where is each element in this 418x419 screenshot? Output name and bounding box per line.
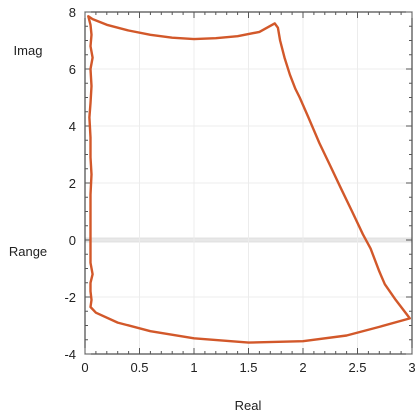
series-line (87, 15, 411, 344)
grid (84, 11, 413, 355)
y-tick-label: -4 (64, 347, 76, 362)
x-tick-label: 0 (81, 360, 88, 375)
tick-labels: 0 0.5 1 1.5 2 2.5 3 -4 -2 0 2 4 6 8 (64, 5, 415, 375)
y-tick-label: 8 (69, 5, 76, 20)
x-tick-label: 0.5 (130, 360, 148, 375)
y-tick-label: 2 (69, 176, 76, 191)
x-axis-label: Real (235, 398, 262, 413)
y-tick-label: -2 (64, 290, 76, 305)
series-layer (87, 15, 411, 344)
y-axis-range-label: Range (9, 244, 47, 259)
y-tick-label: 0 (69, 233, 76, 248)
x-tick-label: 1 (190, 360, 197, 375)
x-tick-label: 3 (408, 360, 415, 375)
y-tick-label: 6 (69, 62, 76, 77)
x-tick-label: 2 (299, 360, 306, 375)
y-axis-label: Imag (14, 43, 43, 58)
x-tick-label: 1.5 (239, 360, 257, 375)
x-tick-label: 2.5 (348, 360, 366, 375)
y-tick-label: 4 (69, 119, 76, 134)
